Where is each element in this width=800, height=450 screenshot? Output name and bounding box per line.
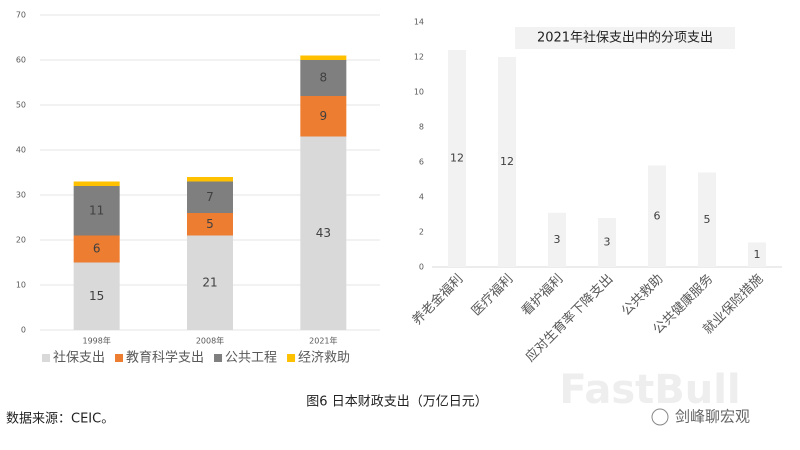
data-label: 8: [320, 71, 328, 85]
bar-segment: [187, 213, 233, 236]
bar: [648, 165, 666, 267]
title-box: [515, 27, 735, 49]
bar-segment: [187, 181, 233, 213]
data-label: 43: [316, 226, 331, 240]
x-tick-label: 2008年: [196, 336, 224, 346]
y-tick-label: 14: [414, 18, 424, 27]
y-tick-label: 6: [419, 158, 424, 167]
legend-label: 经济救助: [298, 350, 350, 366]
y-tick-label: 12: [414, 53, 424, 62]
y-tick-label: 0: [21, 326, 26, 335]
y-tick-label: 30: [16, 191, 26, 200]
x-tick-label: 2021年: [309, 336, 337, 346]
x-tick-label: 应对生育率下降支出: [522, 271, 616, 365]
watermark: 剑峰聊宏观: [675, 408, 750, 426]
data-label: 7: [206, 190, 214, 204]
bar-segment: [300, 96, 347, 137]
data-label: 11: [89, 203, 104, 217]
y-tick-label: 40: [16, 146, 26, 155]
bar-segment: [73, 186, 120, 236]
x-tick-label: 养老金福利: [409, 271, 466, 328]
y-tick-label: 8: [419, 123, 424, 132]
bar-segment: [73, 235, 120, 263]
data-label: 5: [704, 213, 711, 226]
chart-title: 2021年社保支出中的分项支出: [537, 30, 713, 46]
y-tick-label: 2: [419, 228, 424, 237]
bar-segment: [187, 177, 233, 182]
data-label: 5: [206, 217, 214, 231]
x-tick-label: 公共救助: [618, 271, 666, 319]
data-label: 12: [500, 155, 514, 168]
y-tick-label: 20: [16, 236, 26, 245]
data-label: 21: [202, 275, 217, 289]
bar: [498, 57, 516, 267]
bar-segment: [73, 181, 120, 186]
y-tick-label: 0: [419, 263, 424, 272]
watermark: FastBull: [559, 367, 740, 413]
legend-swatch: [287, 354, 296, 362]
x-tick-label: 医疗福利: [469, 272, 516, 319]
data-label: 15: [89, 289, 104, 303]
logo: [651, 408, 669, 426]
legend-swatch: [214, 354, 223, 362]
x-tick-label: 1998年: [82, 336, 110, 346]
y-tick-label: 10: [414, 88, 424, 97]
data-label: 6: [93, 242, 101, 256]
data-label: 1: [754, 248, 761, 261]
y-tick-label: 4: [419, 193, 424, 202]
legend-swatch: [115, 354, 124, 362]
data-label: 3: [604, 236, 611, 249]
data-label: 3: [554, 233, 561, 246]
legend-label: 教育科学支出: [126, 350, 204, 366]
bar-segment: [300, 136, 347, 330]
y-tick-label: 70: [16, 11, 26, 20]
bar: [698, 172, 716, 267]
x-tick-label: 看护福利: [518, 271, 566, 319]
bar: [598, 218, 616, 267]
bar: [748, 242, 766, 267]
bar: [548, 212, 566, 267]
source: 数据来源：CEIC。: [6, 412, 114, 427]
bar-segment: [300, 55, 347, 60]
data-label: 9: [320, 109, 328, 123]
bar-segment: [300, 60, 347, 96]
y-tick-label: 50: [16, 101, 26, 110]
bar-segment: [73, 262, 120, 330]
legend-label: 社保支出: [53, 350, 105, 366]
bar: [448, 50, 466, 267]
bar-segment: [187, 235, 233, 330]
legend-swatch: [42, 354, 50, 362]
caption: 图6 日本财政支出（万亿日元）: [306, 395, 487, 410]
data-label: 12: [450, 152, 464, 165]
y-tick-label: 60: [16, 56, 26, 65]
data-label: 6: [654, 209, 661, 222]
y-tick-label: 10: [16, 281, 26, 290]
legend-label: 公共工程: [225, 351, 277, 366]
